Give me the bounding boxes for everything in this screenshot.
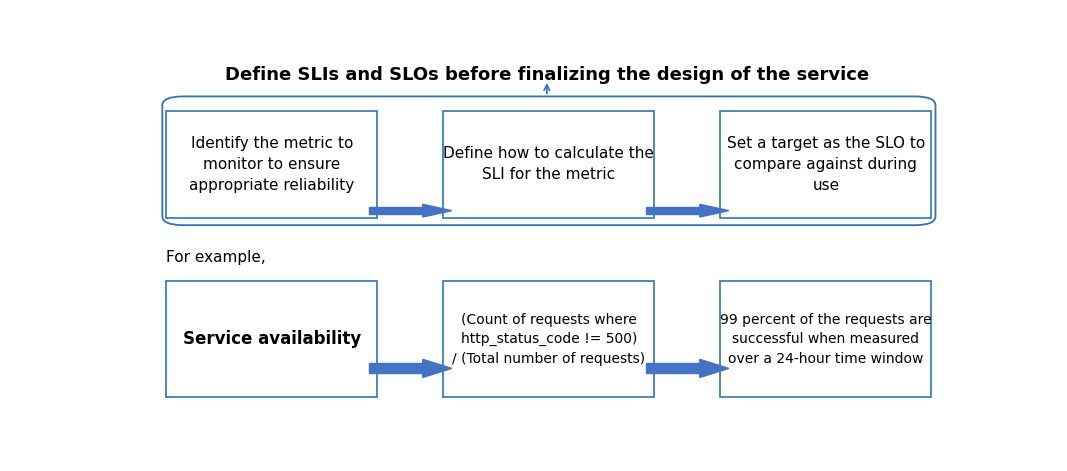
Bar (369, 207, 423, 214)
Bar (647, 207, 700, 214)
Text: 99 percent of the requests are
successful when measured
over a 24-hour time wind: 99 percent of the requests are successfu… (720, 313, 931, 366)
FancyBboxPatch shape (444, 281, 654, 398)
Text: Define how to calculate the
SLI for the metric: Define how to calculate the SLI for the … (444, 146, 654, 182)
FancyBboxPatch shape (166, 111, 378, 218)
FancyBboxPatch shape (720, 281, 931, 398)
Bar (647, 364, 700, 374)
Text: Define SLIs and SLOs before finalizing the design of the service: Define SLIs and SLOs before finalizing t… (225, 65, 869, 83)
Text: Set a target as the SLO to
compare against during
use: Set a target as the SLO to compare again… (727, 136, 925, 193)
Polygon shape (700, 359, 729, 377)
Text: (Count of requests where
http_status_code != 500)
/ (Total number of requests): (Count of requests where http_status_cod… (452, 313, 646, 366)
FancyBboxPatch shape (166, 281, 378, 398)
Text: Service availability: Service availability (182, 330, 361, 349)
Polygon shape (423, 359, 451, 377)
FancyBboxPatch shape (720, 111, 931, 218)
Bar (369, 364, 423, 374)
Polygon shape (423, 204, 451, 217)
Text: For example,: For example, (166, 250, 266, 265)
Text: Identify the metric to
monitor to ensure
appropriate reliability: Identify the metric to monitor to ensure… (189, 136, 354, 193)
FancyBboxPatch shape (444, 111, 654, 218)
Polygon shape (700, 204, 729, 217)
